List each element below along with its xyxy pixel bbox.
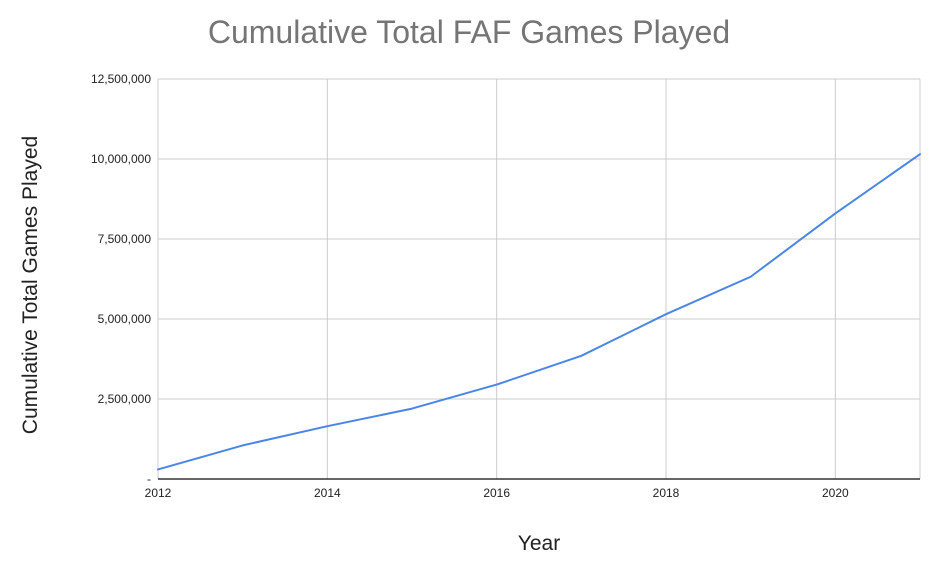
x-tick-label: 2012 bbox=[145, 486, 172, 500]
y-tick-label: 10,000,000 bbox=[91, 152, 151, 166]
y-tick-label: 12,500,000 bbox=[91, 72, 151, 86]
chart-title: Cumulative Total FAF Games Played bbox=[207, 14, 731, 50]
y-tick-label: 2,500,000 bbox=[98, 392, 152, 406]
x-axis-title: Year bbox=[518, 532, 560, 555]
x-tick-label: 2016 bbox=[483, 486, 510, 500]
x-tick-label: 2014 bbox=[314, 486, 341, 500]
y-tick-label: 5,000,000 bbox=[98, 312, 152, 326]
y-tick-labels: - 2,500,000 5,000,000 7,500,000 10,000,000 12… bbox=[91, 72, 151, 486]
axes bbox=[157, 79, 920, 480]
x-tick-labels: 2012 2014 2016 2018 2020 bbox=[145, 486, 849, 500]
x-tick-label: 2020 bbox=[822, 486, 849, 500]
y-tick-label: 7,500,000 bbox=[98, 232, 152, 246]
y-axis-title: Cumulative Total Games Played bbox=[19, 136, 42, 434]
series bbox=[157, 153, 921, 471]
y-tick-label: - bbox=[147, 472, 151, 486]
grid-lines bbox=[158, 78, 921, 479]
series-line bbox=[157, 153, 921, 471]
x-tick-label: 2018 bbox=[653, 486, 680, 500]
